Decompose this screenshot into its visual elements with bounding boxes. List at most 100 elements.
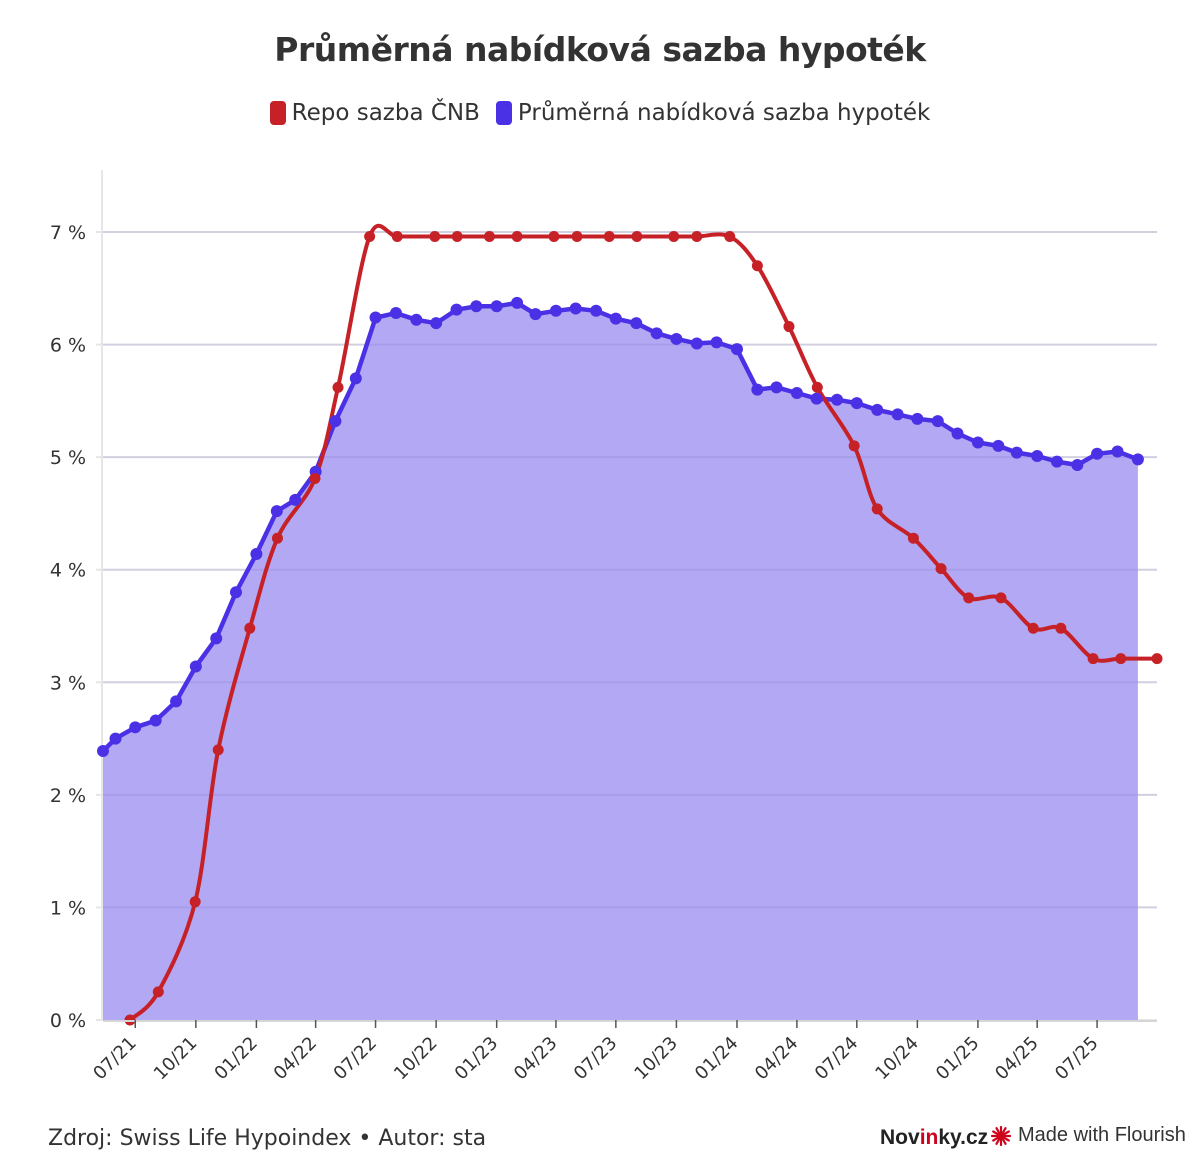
mortgage-point (250, 547, 263, 560)
mortgage-area (103, 302, 1138, 1020)
repo-point (332, 381, 344, 393)
repo-point (631, 231, 643, 243)
x-tick-label: 07/24 (811, 1033, 863, 1085)
y-tick-label: 4 % (50, 560, 86, 582)
mortgage-point (270, 505, 283, 518)
mortgage-point (670, 332, 683, 345)
chart-title: Průměrná nabídková sazba hypoték (274, 30, 926, 69)
repo-point (391, 231, 403, 243)
repo-point (364, 231, 376, 243)
legend-label-mortgage: Průměrná nabídková sazba hypoték (517, 100, 931, 126)
mortgage-point (549, 304, 562, 317)
mortgage-point (911, 412, 924, 425)
legend-item-mortgage[interactable]: Průměrná nabídková sazba hypoték (495, 100, 931, 126)
x-tick-label: 04/22 (270, 1033, 322, 1085)
repo-point (1151, 653, 1163, 665)
mortgage-point (850, 397, 863, 410)
repo-point (548, 231, 560, 243)
legend-swatch-mortgage (495, 101, 512, 125)
mortgage-point (529, 308, 542, 321)
mortgage-point (1050, 455, 1063, 468)
mortgage-point (609, 312, 622, 325)
x-tick-label: 10/21 (150, 1033, 202, 1085)
repo-point (724, 231, 736, 243)
x-tick-label: 04/23 (510, 1033, 562, 1085)
x-tick-label: 04/24 (751, 1033, 803, 1085)
mortgage-point (289, 493, 302, 506)
x-tick-label: 01/24 (691, 1033, 743, 1085)
mortgage-point (992, 439, 1005, 452)
y-tick-label: 5 % (50, 447, 86, 469)
repo-point (451, 231, 463, 243)
mortgage-point (189, 660, 202, 673)
mortgage-point (349, 372, 362, 385)
mortgage-point (569, 302, 582, 315)
y-tick-label: 3 % (50, 672, 86, 694)
repo-point (995, 592, 1007, 604)
mortgage-point (149, 714, 162, 727)
brand-prefix: Nov (880, 1126, 920, 1149)
repo-point (429, 231, 441, 243)
mortgage-point (369, 311, 382, 324)
mortgage-point (730, 343, 743, 356)
y-tick-label: 2 % (50, 785, 86, 807)
mortgage-point (511, 296, 524, 309)
x-tick-label: 07/25 (1051, 1033, 1103, 1085)
repo-point (783, 321, 795, 333)
mortgage-point (971, 436, 984, 449)
x-tick-label: 01/23 (451, 1033, 503, 1085)
novinky-logo[interactable]: Novinky.cz (880, 1126, 988, 1150)
mortgage-point (1071, 459, 1084, 472)
repo-point (1087, 653, 1099, 665)
legend-swatch-repo (269, 101, 286, 125)
repo-point (271, 532, 283, 544)
mortgage-point (770, 381, 783, 394)
x-tick-label: 07/21 (89, 1033, 141, 1085)
repo-point (1027, 622, 1039, 634)
mortgage-point (97, 744, 109, 757)
repo-point (212, 744, 224, 756)
repo-point (907, 532, 919, 544)
legend: Repo sazba ČNB Průměrná nabídková sazba … (0, 100, 1200, 126)
made-with-flourish-label: Made with Flourish (1018, 1124, 1186, 1146)
mortgage-point (170, 695, 183, 708)
mortgage-point (810, 392, 823, 405)
repo-point (244, 622, 256, 634)
y-tick-label: 1 % (50, 897, 86, 919)
y-tick-label: 7 % (50, 222, 86, 244)
x-tick-label: 01/22 (210, 1033, 262, 1085)
mortgage-point (109, 732, 122, 745)
mortgage-point (490, 300, 503, 313)
mortgage-point (210, 632, 223, 645)
mortgage-point (1010, 446, 1023, 459)
repo-point (483, 231, 495, 243)
mortgage-point (931, 415, 944, 428)
repo-point (1115, 653, 1127, 665)
repo-point (871, 503, 883, 515)
made-with-flourish-link[interactable]: Made with Flourish (990, 1124, 1186, 1147)
mortgage-point (329, 415, 342, 428)
repo-point (811, 381, 823, 393)
x-tick-label: 10/24 (871, 1033, 923, 1085)
mortgage-point (450, 303, 463, 316)
x-tick-label: 01/25 (932, 1033, 984, 1085)
mortgage-point (129, 721, 142, 734)
brand-suffix: ky.cz (938, 1126, 989, 1149)
legend-label-repo: Repo sazba ČNB (291, 100, 480, 126)
repo-point (603, 231, 615, 243)
mortgage-point (831, 393, 844, 406)
x-tick-label: 04/25 (991, 1033, 1043, 1085)
legend-item-repo[interactable]: Repo sazba ČNB (269, 100, 480, 126)
repo-point (152, 986, 164, 998)
mortgage-point (229, 586, 242, 599)
repo-point (963, 592, 975, 604)
repo-point (848, 440, 860, 452)
mortgage-point (710, 336, 723, 349)
mortgage-point (470, 300, 483, 313)
area-layer (103, 302, 1138, 1020)
repo-point (935, 563, 947, 575)
repo-point (1055, 622, 1067, 634)
x-tick-label: 07/23 (570, 1033, 622, 1085)
repo-point (571, 231, 583, 243)
mortgage-point (1091, 447, 1104, 460)
